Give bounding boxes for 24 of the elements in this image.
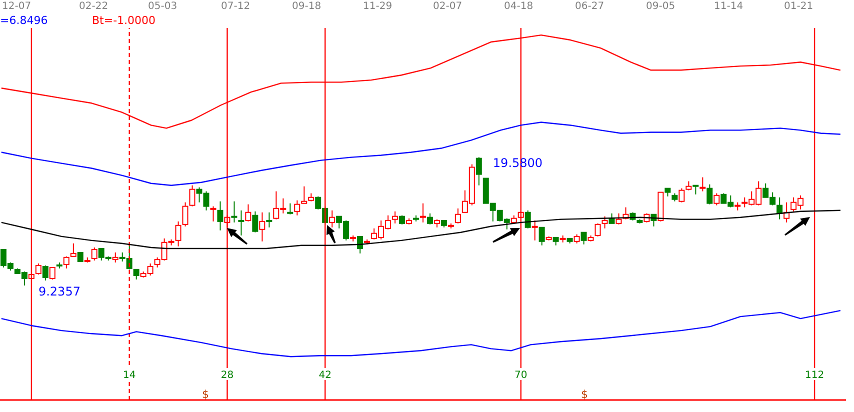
text: =6.8496: [0, 14, 48, 27]
text: 04-18: [504, 0, 534, 13]
text: 12-07: [2, 0, 32, 13]
text: 06-27: [575, 0, 604, 13]
text: 05-03: [148, 0, 178, 13]
annotation: $: [581, 388, 588, 401]
text: 09-05: [646, 0, 676, 13]
text: Bt=-1.0000: [92, 14, 156, 27]
x-tick-label: 14: [122, 370, 136, 381]
text: 09-18: [292, 0, 322, 13]
annotation: 9.2357: [38, 284, 80, 298]
text: 02-07: [433, 0, 462, 13]
annotation: $: [202, 388, 209, 401]
text: 07-12: [221, 0, 250, 13]
text: 11-14: [714, 0, 744, 13]
x-tick-label: 70: [514, 370, 528, 381]
x-tick-label: 42: [318, 370, 332, 381]
text: 11-29: [363, 0, 392, 13]
x-tick-label: 112: [804, 370, 824, 381]
candlestick: [238, 210, 244, 236]
text: 02-22: [79, 0, 108, 13]
candlestick: [231, 201, 238, 222]
x-tick-label: 28: [220, 370, 234, 381]
text: 01-21: [784, 0, 814, 13]
